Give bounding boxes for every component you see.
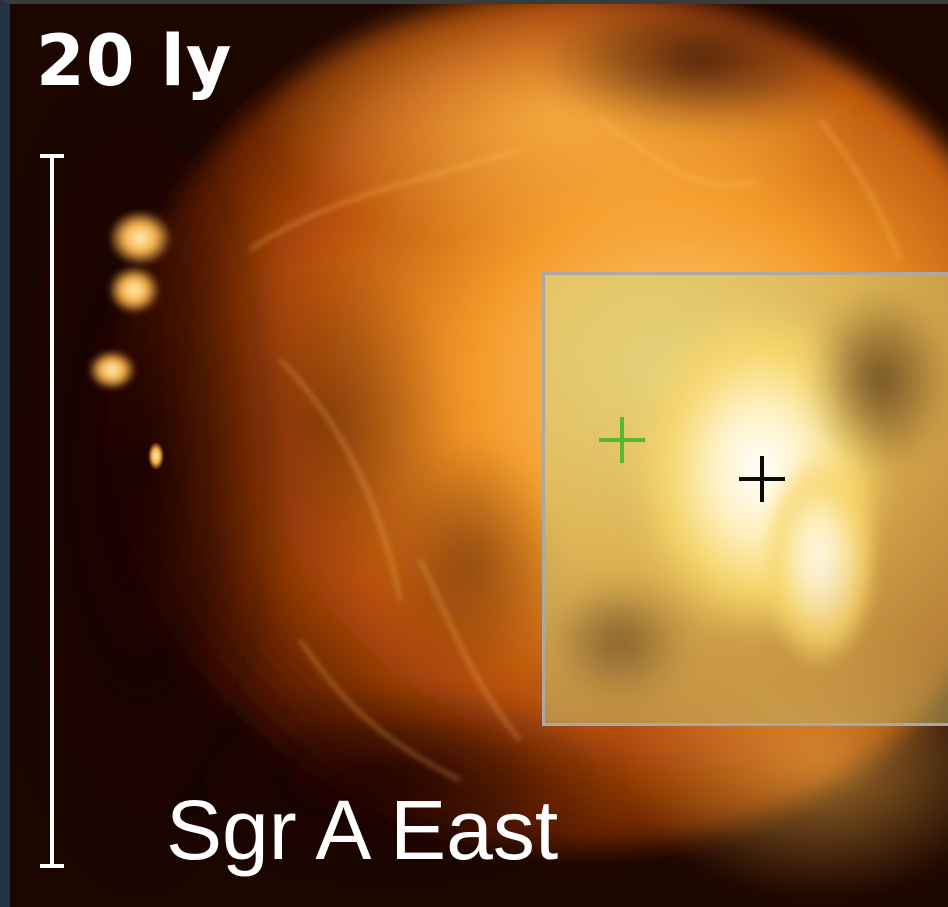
inset-box xyxy=(542,272,948,726)
scale-bar-bottom-cap xyxy=(40,864,64,868)
scale-label: 20 ly xyxy=(36,20,233,102)
green-cross-icon xyxy=(599,417,645,463)
scale-bar xyxy=(50,156,54,868)
region-label: Sgr A East xyxy=(166,783,559,877)
black-cross-icon xyxy=(739,456,785,502)
